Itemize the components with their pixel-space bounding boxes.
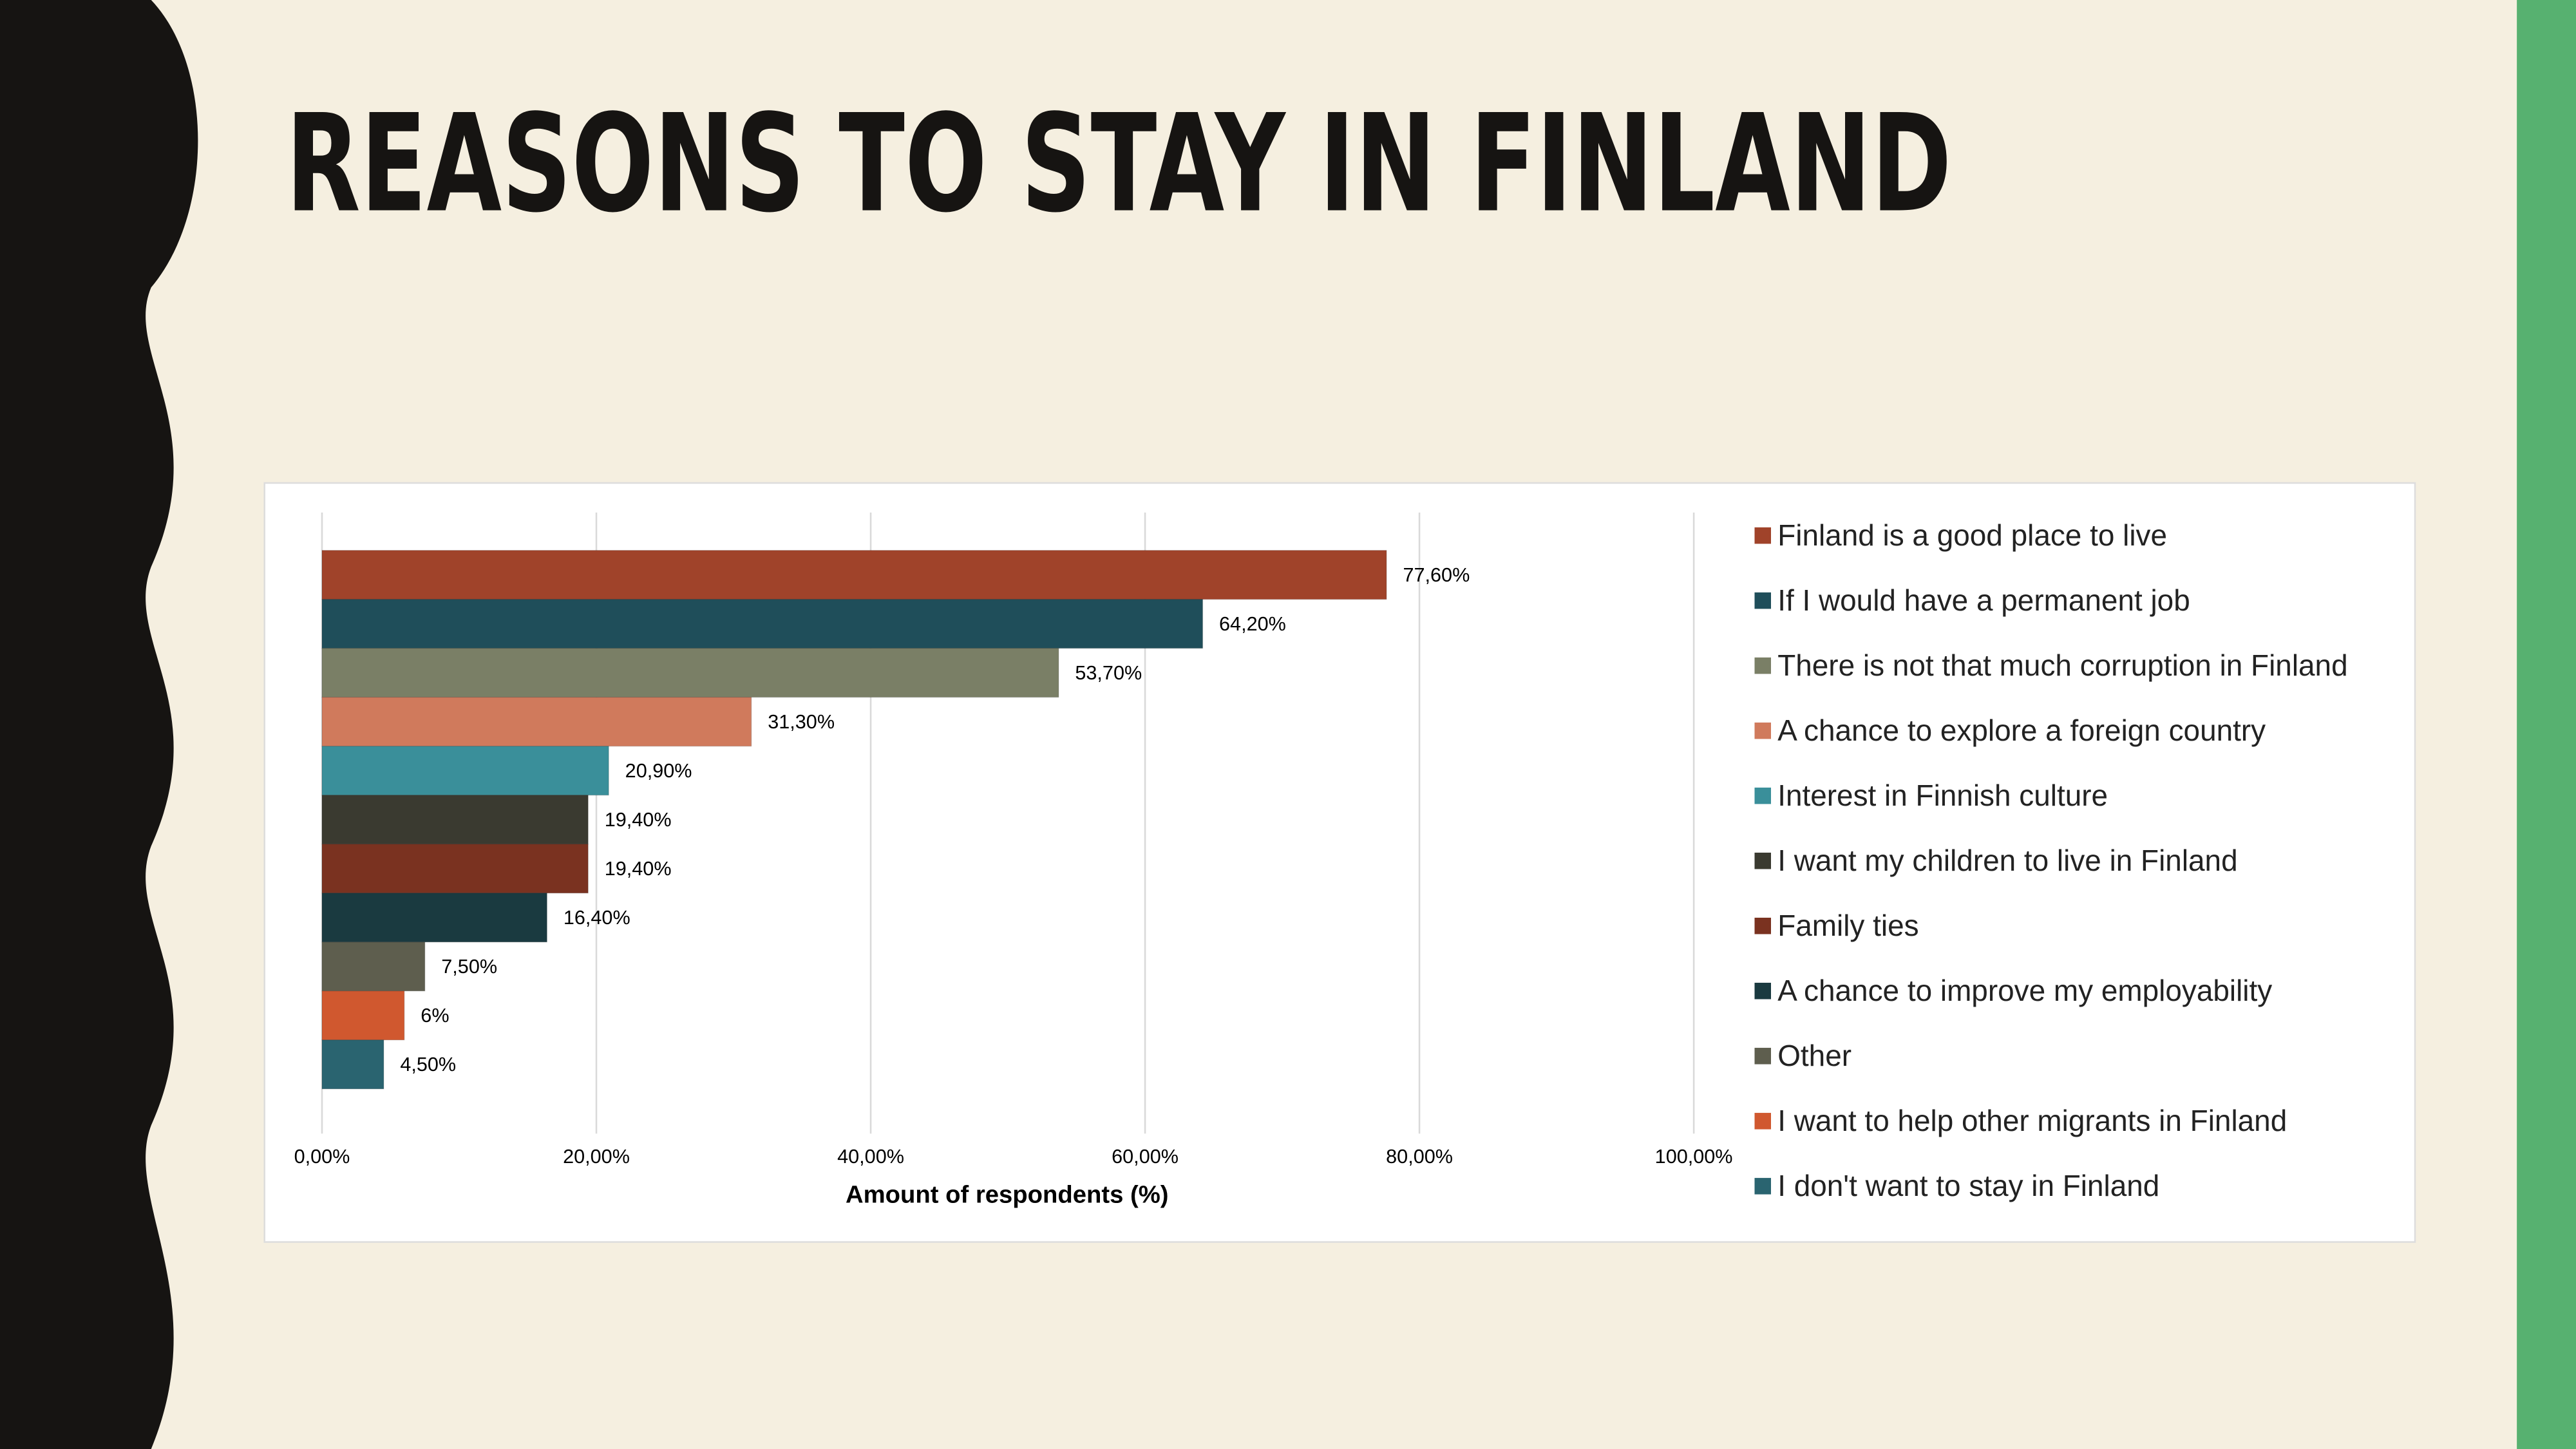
legend-label: I don't want to stay in Finland [1777, 1169, 2159, 1202]
data-label: 6% [421, 1005, 449, 1027]
x-tick-label: 100,00% [1655, 1146, 1733, 1168]
data-label: 16,40% [564, 907, 630, 929]
data-label: 7,50% [441, 956, 497, 978]
bar [321, 795, 589, 845]
legend-label: I want my children to live in Finland [1777, 844, 2237, 877]
data-label: 31,30% [768, 711, 835, 733]
legend-label: A chance to explore a foreign country [1777, 714, 2266, 747]
data-label: 19,40% [605, 858, 672, 880]
x-tick-label: 80,00% [1386, 1146, 1453, 1168]
legend-label: Interest in Finnish culture [1777, 779, 2108, 812]
bar [321, 990, 405, 1041]
data-label: 77,60% [1403, 564, 1470, 586]
legend-swatch [1754, 1048, 1771, 1065]
legend-label: Family ties [1777, 909, 1918, 942]
bar [321, 844, 589, 894]
bar [321, 746, 609, 796]
legend-label: I want to help other migrants in Finland [1777, 1104, 2287, 1137]
legend-swatch [1754, 1178, 1771, 1195]
data-label: 64,20% [1219, 613, 1286, 635]
legend-swatch [1754, 983, 1771, 999]
x-tick-label: 20,00% [563, 1146, 630, 1168]
bar [321, 893, 547, 943]
legend-swatch [1754, 657, 1771, 674]
legend-swatch [1754, 1113, 1771, 1130]
data-label: 19,40% [605, 809, 672, 831]
x-tick-label: 60,00% [1112, 1146, 1179, 1168]
x-tick-label: 0,00% [294, 1146, 350, 1168]
chart-title: REASONS TO STAY IN FINLAND [286, 86, 1952, 243]
bar [321, 647, 1059, 698]
bar [321, 549, 1387, 600]
data-label: 53,70% [1075, 662, 1142, 684]
x-tick-label: 40,00% [837, 1146, 904, 1168]
legend-label: Finland is a good place to live [1777, 518, 2167, 552]
x-axis-label: Amount of respondents (%) [846, 1180, 1168, 1208]
legend-label: If I would have a permanent job [1777, 583, 2190, 617]
legend-swatch [1754, 527, 1771, 544]
legend-swatch [1754, 787, 1771, 804]
bar [321, 697, 752, 747]
bar [321, 1039, 384, 1090]
legend-swatch [1754, 722, 1771, 739]
legend-swatch [1754, 852, 1771, 869]
data-label: 20,90% [625, 760, 692, 782]
wavy-strip [0, 0, 198, 1449]
legend-label: There is not that much corruption in Fin… [1777, 649, 2347, 682]
data-label: 4,50% [400, 1054, 456, 1075]
green-strip [2517, 0, 2576, 1449]
bar [321, 598, 1204, 649]
bar [321, 942, 426, 992]
legend-label: A chance to improve my employability [1777, 974, 2272, 1007]
legend-swatch [1754, 592, 1771, 609]
legend-label: Other [1777, 1039, 1852, 1072]
legend-swatch [1754, 917, 1771, 934]
